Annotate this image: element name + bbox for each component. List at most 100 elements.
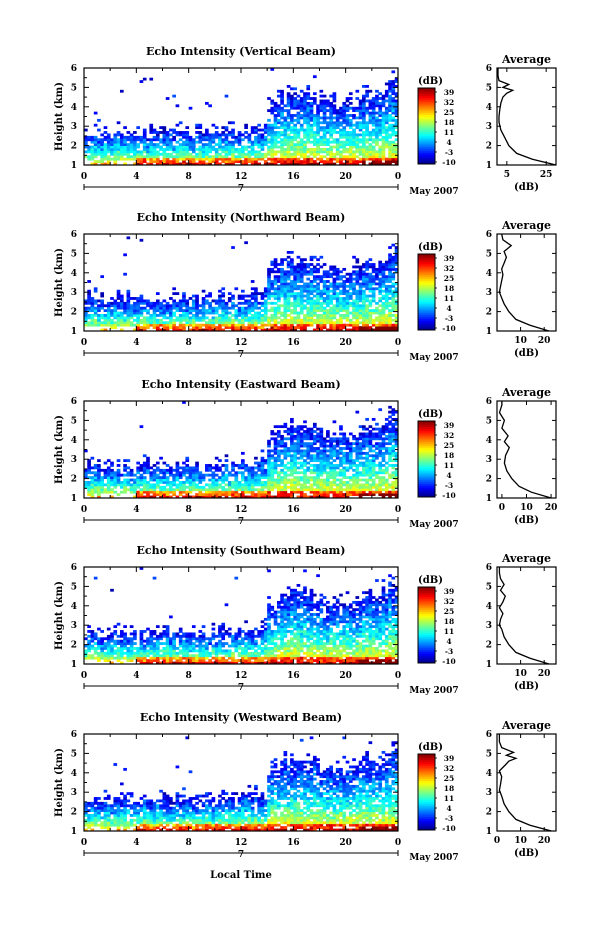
heatmap-cell [274,452,278,455]
x-tick-label: 4 [133,338,139,348]
heatmap-cell [261,483,265,486]
heatmap-cell [277,133,281,136]
heatmap-cell [208,479,212,482]
heatmap-cell [267,126,271,129]
heatmap-cell [323,491,327,494]
heatmap-cell [153,312,157,315]
heatmap-cell [208,466,212,469]
heatmap-cell [290,270,294,273]
heatmap-cell [329,457,333,460]
heatmap-cell [326,129,330,132]
heatmap-cell [333,297,337,300]
heatmap-cell [97,493,101,496]
heatmap-cell [153,309,157,312]
heatmap-cell [359,273,363,276]
heatmap-cell [287,285,291,288]
heatmap-cell [339,309,343,312]
heatmap-cell [391,314,395,317]
heatmap-cell [320,307,324,310]
heatmap-cell [290,136,294,139]
heatmap-cell [169,148,173,151]
heatmap-cell [225,321,229,324]
heatmap-cell [185,457,189,460]
heatmap-cell [136,304,140,307]
heatmap-cell [339,486,343,489]
heatmap-cell [280,261,284,264]
heatmap-cell [369,290,373,293]
heatmap-cell [320,304,324,307]
heatmap-cell [97,141,101,144]
heatmap-cell [179,476,183,479]
heatmap-cell [143,471,147,474]
heatmap-cell [336,131,340,134]
heatmap-cell [388,90,392,93]
heatmap-cell [333,112,337,115]
heatmap-cell [270,464,274,467]
heatmap-cell [287,493,291,496]
heatmap-cell [149,143,153,146]
heatmap-cell [346,437,350,440]
heatmap-cell [326,302,330,305]
heatmap-cell [378,450,382,453]
heatmap-cell [316,287,320,290]
heatmap-cell [189,491,193,494]
heatmap-cell [267,283,271,286]
heatmap-cell [310,433,314,436]
heatmap-cell [179,491,183,494]
heatmap-cell [359,117,363,120]
heatmap-cell [251,295,255,298]
heatmap-cell [202,314,206,317]
heatmap-cell [300,285,304,288]
heatmap-cell [297,466,301,469]
heatmap-cell [117,476,121,479]
heatmap-cell [359,491,363,494]
heatmap-cell [254,488,258,491]
heatmap-cell [241,486,245,489]
heatmap-cell [287,319,291,322]
heatmap-cell [306,102,310,105]
heatmap-cell [346,466,350,469]
heatmap-cell [277,141,281,144]
heatmap-cell [378,316,382,319]
heatmap-cell [117,471,121,474]
heatmap-cell [225,491,229,494]
heatmap-cell [391,299,395,302]
heatmap-cell [306,430,310,433]
heatmap-cell [136,155,140,158]
heatmap-cell [159,148,163,151]
heatmap-cell [336,148,340,151]
heatmap-cell [320,256,324,259]
heatmap-cell [375,316,379,319]
heatmap-cell [195,469,199,472]
heatmap-cell [208,133,212,136]
heatmap-cell [372,283,376,286]
heatmap-cell [382,95,386,98]
heatmap-cell [365,297,369,300]
heatmap-cell [107,302,111,305]
heatmap-cell [372,493,376,496]
heatmap-cell [290,129,294,132]
heatmap-cell [385,319,389,322]
heatmap-cell [336,452,340,455]
heatmap-cell [388,102,392,105]
heatmap-cell [231,469,235,472]
heatmap-cell [290,261,294,264]
heatmap-cell [123,321,127,324]
heatmap-cell [212,146,216,149]
heatmap-cell [104,304,108,307]
heatmap-cell [146,148,150,151]
heatmap-cell [359,493,363,496]
heatmap-cell [221,464,225,467]
heatmap-cell [306,314,310,317]
heatmap-cell [369,299,373,302]
heatmap-cell [297,136,301,139]
heatmap-cell [127,471,131,474]
heatmap-cell [192,138,196,141]
heatmap-cell [346,141,350,144]
heatmap-cell [221,160,225,163]
heatmap-cell [310,273,314,276]
heatmap-cell [163,462,167,465]
heatmap-cell [284,488,288,491]
heatmap-cell [313,136,317,139]
heatmap-cell [146,493,150,496]
